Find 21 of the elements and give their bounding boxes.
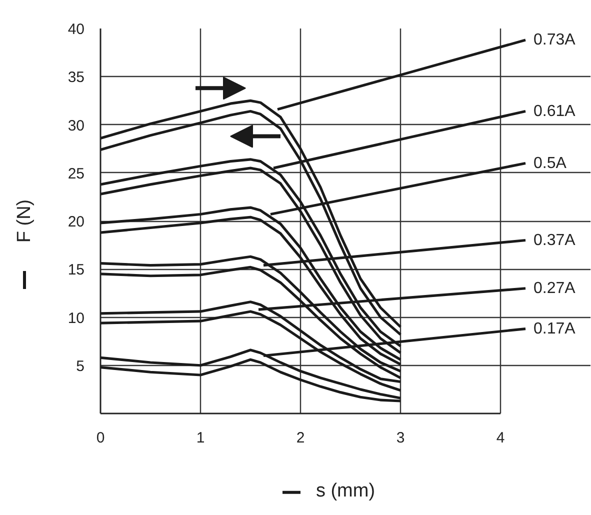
- y-tick-label: 10: [68, 310, 85, 327]
- y-tick-label: 15: [68, 262, 85, 279]
- x-tick-label: 1: [196, 430, 205, 446]
- x-axis-title: s (mm): [316, 480, 376, 502]
- y-tick-label: 20: [68, 214, 85, 230]
- y-axis-title: F (N): [14, 199, 35, 243]
- y-tick-label: 30: [68, 117, 85, 134]
- y-tick-label: 5: [76, 358, 84, 375]
- series-label: 0.17A: [534, 320, 576, 338]
- y-tick-label: 40: [68, 21, 85, 38]
- series-label: 0.61A: [534, 102, 576, 120]
- x-tick-label: 0: [96, 430, 105, 446]
- series-label: 0.73A: [534, 32, 576, 49]
- y-tick-label: 35: [68, 69, 85, 86]
- series-label: 0.37A: [534, 232, 576, 249]
- x-tick-label: 4: [496, 430, 505, 446]
- x-tick-label: 3: [396, 430, 405, 446]
- y-tick-label: 25: [68, 165, 85, 182]
- x-tick-label: 2: [296, 430, 305, 446]
- series-label: 0.27A: [534, 280, 576, 297]
- series-label: 0.5A: [534, 154, 567, 172]
